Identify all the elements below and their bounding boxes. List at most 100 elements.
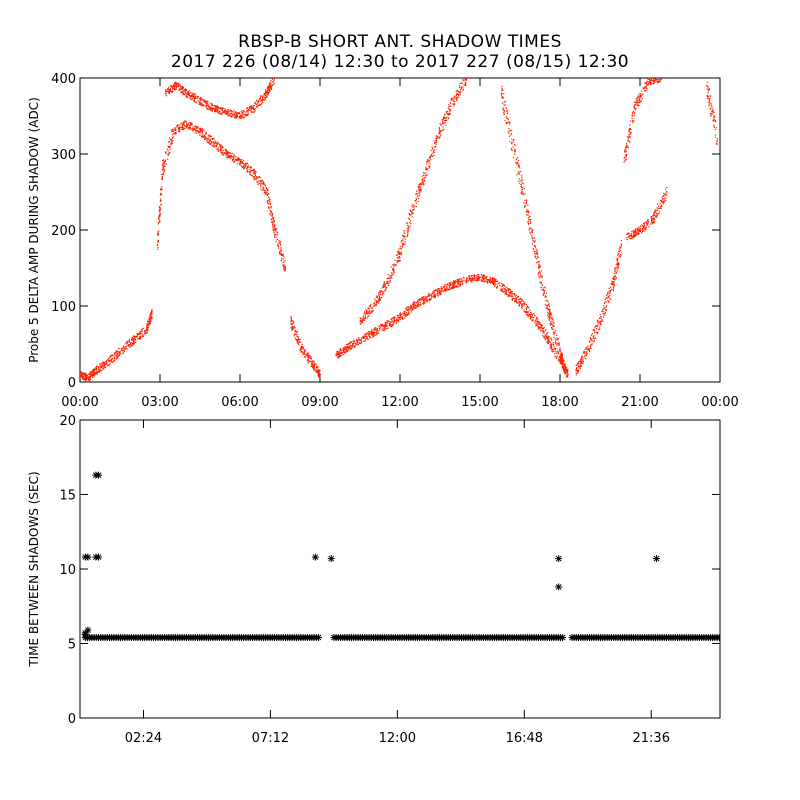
data-point [347,344,349,346]
data-point [112,357,114,360]
data-point [412,204,415,206]
data-point [614,270,616,273]
data-point [200,129,202,131]
data-point [417,300,419,302]
data-point [404,312,406,314]
data-point [339,355,341,357]
data-point [539,273,542,276]
data-point [189,122,191,124]
data-point [170,86,172,88]
data-point [453,103,455,105]
data-point [511,299,513,301]
data-point [463,80,465,82]
data-point [636,234,638,236]
data-point [522,306,524,308]
data-point [382,291,384,293]
data-point [519,182,521,184]
data-point [222,108,224,110]
data-point [501,86,503,88]
data-point [559,361,561,364]
x-tick-label: 00:00 [701,395,738,410]
data-point [635,229,637,232]
data-point [373,332,375,334]
data-point [579,365,582,367]
data-point [516,161,519,164]
data-point [592,336,594,338]
data-point [459,280,462,282]
data-point [397,259,399,262]
data-point [523,309,525,311]
data-point [375,329,377,331]
data-point [617,264,619,266]
data-point [157,222,159,224]
data-point [253,170,255,172]
data-point [449,285,451,287]
data-point [497,282,500,285]
data-point [238,159,240,161]
data-point [246,107,248,109]
data-point [508,288,510,290]
data-point [578,365,581,367]
data-point [193,97,196,99]
data-point [123,350,126,352]
data-point [566,371,569,374]
data-point [208,107,210,109]
data-point [410,311,413,313]
data-point [514,296,517,298]
data-point [355,343,357,345]
data-point [396,260,398,262]
data-point [566,374,568,377]
data-point [477,279,479,282]
data-point [233,113,235,115]
data-point [243,167,245,169]
data-point [273,78,275,79]
data-point [507,294,509,296]
data-point [221,146,223,148]
data-point [544,329,546,332]
data-point [149,320,151,322]
data-point [151,313,153,315]
data-point [433,294,435,296]
data-point [169,90,171,92]
data-point [256,106,258,108]
data-point [541,284,543,286]
data-point [103,365,106,367]
data-point [316,365,318,367]
data-point [399,256,401,259]
data-point [102,363,105,365]
data-point [345,346,347,348]
data-point [587,349,589,351]
data-point [556,355,558,357]
data-point [379,290,381,292]
data-point [603,308,605,310]
data-point [211,109,214,111]
data-point [122,350,124,352]
data-point [101,369,103,371]
data-point [127,344,129,347]
data-point [449,284,452,286]
data-point [211,141,213,143]
data-point [388,324,390,327]
data-point [560,362,562,364]
data-point [239,116,242,119]
data-point [315,370,317,372]
data-point [393,320,395,322]
data-point [599,321,601,323]
data-point [401,246,403,248]
data-point [423,177,425,179]
data-point [384,325,386,328]
data-point [458,280,460,283]
data-point [654,209,656,211]
data-point [528,316,530,318]
data-point [189,98,192,100]
data-point [428,165,430,167]
data-point [110,359,112,361]
data-point [117,355,119,357]
data-point [110,356,112,358]
data-point [624,149,626,151]
data-point [580,357,583,359]
data-point [538,267,541,269]
data-point [590,339,592,341]
data-point [198,103,200,105]
data-point [97,366,100,368]
